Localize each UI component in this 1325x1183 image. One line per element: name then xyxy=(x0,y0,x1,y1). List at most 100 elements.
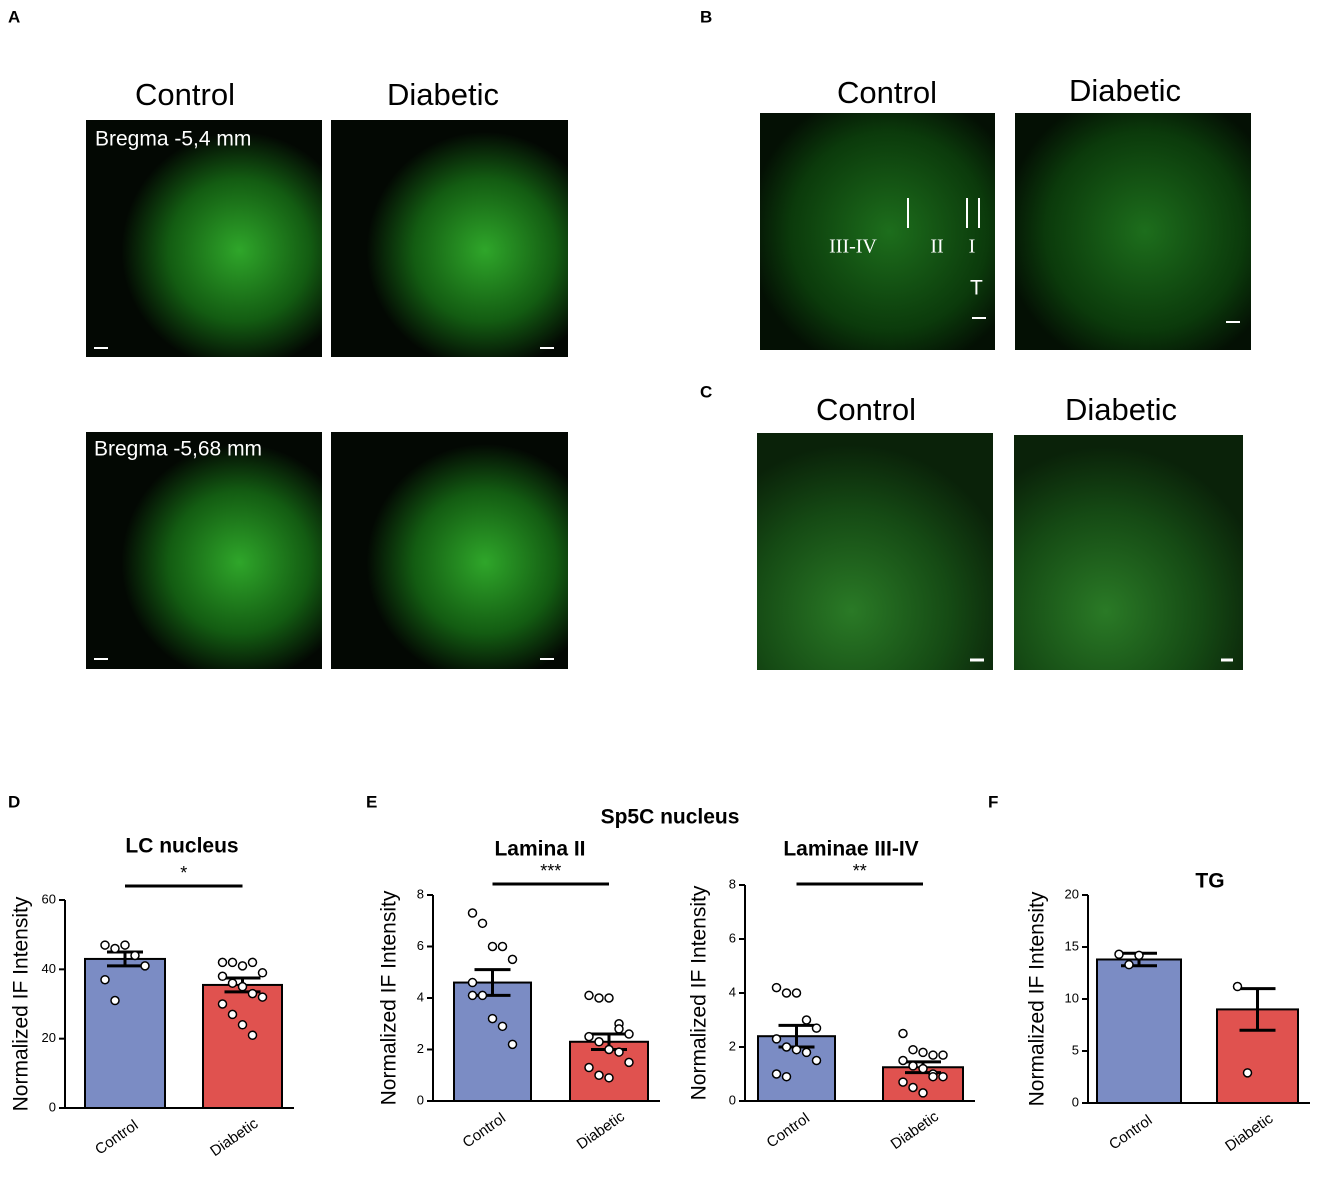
data-point xyxy=(781,1071,792,1082)
data-point xyxy=(801,1047,812,1058)
data-point xyxy=(247,1030,258,1040)
panel-letter: A xyxy=(8,7,20,26)
significance-label: * xyxy=(180,863,187,883)
micrograph xyxy=(1014,435,1243,670)
data-point xyxy=(898,1055,908,1066)
micrograph xyxy=(760,113,995,350)
data-point xyxy=(487,941,498,952)
y-tick-label: 0 xyxy=(729,1092,736,1107)
data-point xyxy=(938,1071,948,1082)
x-tick-label: Diabetic xyxy=(1222,1110,1277,1155)
data-point xyxy=(908,1061,918,1071)
data-point xyxy=(928,1071,938,1082)
y-axis-label: Normalized IF Intensity xyxy=(378,890,401,1105)
data-point xyxy=(938,1050,948,1060)
y-tick-label: 20 xyxy=(42,1030,56,1045)
y-axis-label: Normalized IF Intensity xyxy=(10,896,33,1111)
data-point xyxy=(227,957,238,968)
data-point xyxy=(604,1044,614,1055)
bar xyxy=(453,981,532,1102)
data-point xyxy=(477,990,488,1001)
data-point xyxy=(247,957,258,968)
data-point xyxy=(584,1062,594,1073)
data-point xyxy=(227,978,238,988)
data-point xyxy=(110,943,120,954)
data-point xyxy=(1242,1068,1253,1078)
y-tick-label: 2 xyxy=(417,1041,424,1056)
x-tick-label: Diabetic xyxy=(207,1115,262,1160)
micrograph xyxy=(1015,113,1251,350)
data-point xyxy=(604,1073,614,1083)
data-point xyxy=(257,968,268,978)
data-point xyxy=(217,971,228,982)
x-tick-label: Control xyxy=(764,1110,813,1152)
data-point xyxy=(918,1047,928,1058)
data-point xyxy=(467,977,478,988)
data-point xyxy=(898,1077,908,1087)
micrograph xyxy=(331,432,568,669)
micrograph xyxy=(86,432,322,669)
data-point xyxy=(120,940,130,950)
y-tick-label: 5 xyxy=(1072,1042,1079,1057)
data-point xyxy=(771,982,782,993)
y-tick-label: 0 xyxy=(1072,1094,1079,1109)
column-title: Diabetic xyxy=(1065,392,1177,427)
significance-label: ** xyxy=(853,861,867,881)
micrograph xyxy=(331,120,568,357)
x-tick-label: Control xyxy=(460,1110,509,1152)
x-tick-label: Control xyxy=(1106,1112,1155,1154)
data-point xyxy=(594,1037,604,1047)
panel-letter: C xyxy=(700,382,712,401)
data-point xyxy=(928,1050,938,1060)
data-point xyxy=(110,995,120,1006)
column-title: Control xyxy=(837,75,937,110)
y-tick-label: 60 xyxy=(42,891,56,906)
bar xyxy=(84,957,166,1110)
layer-label: I xyxy=(969,236,976,258)
data-point xyxy=(497,1021,508,1032)
y-axis-label: Normalized IF Intensity xyxy=(1026,891,1049,1106)
y-tick-label: 2 xyxy=(729,1038,736,1053)
chart-title: Lamina II xyxy=(494,838,585,861)
data-point xyxy=(791,988,802,998)
data-point xyxy=(477,918,488,929)
data-point xyxy=(237,981,248,992)
data-point xyxy=(614,1047,624,1057)
y-tick-label: 8 xyxy=(729,876,736,891)
y-tick-label: 4 xyxy=(417,989,424,1004)
data-point xyxy=(1114,949,1124,960)
data-point xyxy=(584,990,594,1001)
data-point xyxy=(237,961,248,971)
panel-letter: F xyxy=(988,792,998,811)
layer-lines xyxy=(907,198,1240,323)
data-point xyxy=(811,1023,822,1033)
column-title: Control xyxy=(135,77,235,112)
data-point xyxy=(100,974,110,985)
column-title: Diabetic xyxy=(387,77,499,112)
group-title: Sp5C nucleus xyxy=(601,806,740,829)
data-point xyxy=(1134,950,1144,961)
x-tick-label: Control xyxy=(92,1117,141,1159)
micrograph xyxy=(86,120,322,357)
y-tick-label: 15 xyxy=(1065,938,1079,953)
y-tick-label: 4 xyxy=(729,984,736,999)
data-point xyxy=(781,1042,792,1052)
data-point xyxy=(801,1015,812,1025)
bar xyxy=(202,983,283,1110)
data-point xyxy=(1124,959,1134,970)
layer-label: III-IV xyxy=(829,236,877,258)
y-tick-label: 20 xyxy=(1065,886,1079,901)
y-tick-label: 8 xyxy=(417,886,424,901)
data-point xyxy=(507,954,518,965)
scale-bars xyxy=(94,347,554,660)
data-point xyxy=(624,1057,634,1068)
significance-label: *** xyxy=(540,861,561,881)
bregma-label: Bregma -5,68 mm xyxy=(94,438,262,461)
data-point xyxy=(898,1028,908,1039)
x-tick-label: Diabetic xyxy=(888,1108,943,1153)
data-point xyxy=(918,1063,928,1074)
panel-letter: D xyxy=(8,792,20,811)
data-point xyxy=(908,1044,918,1055)
layer-label: II xyxy=(930,236,943,258)
